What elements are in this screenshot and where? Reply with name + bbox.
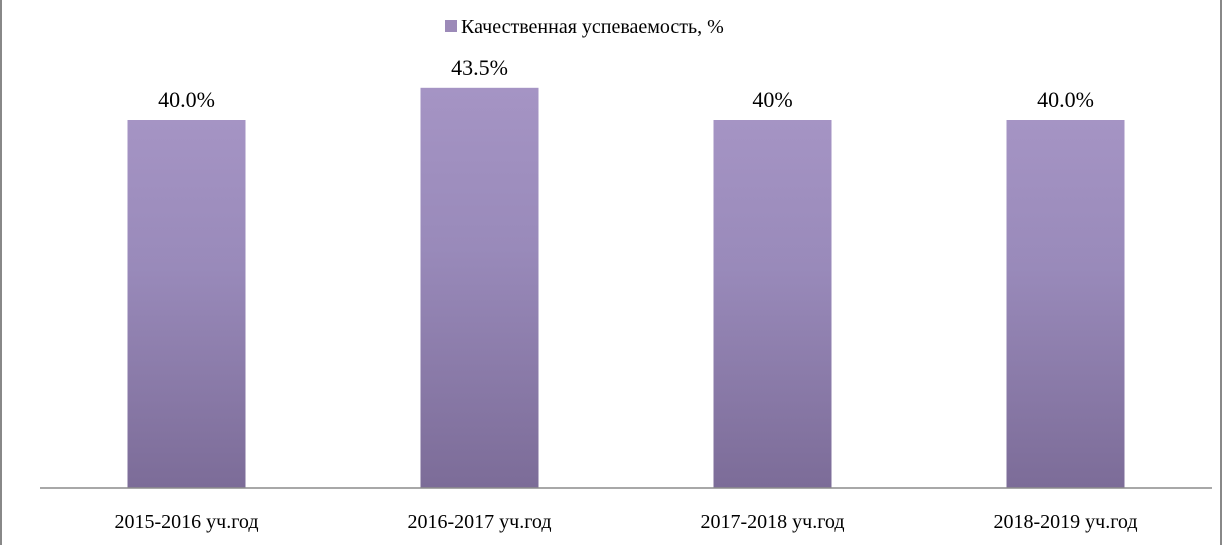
legend-swatch	[445, 20, 457, 32]
bar-2	[420, 87, 539, 489]
x-tick-label-3: 2017-2018 уч.год	[700, 511, 844, 533]
x-tick-label-2: 2016-2017 уч.год	[407, 511, 551, 533]
data-label-4: 40.0%	[1037, 87, 1094, 112]
bar-4	[1006, 120, 1125, 488]
bars-group	[127, 87, 1125, 489]
x-tick-label-1: 2015-2016 уч.год	[114, 511, 258, 533]
x-tick-labels-group: 2015-2016 уч.год 2016-2017 уч.год 2017-201…	[114, 511, 1137, 533]
data-labels-group: 40.0% 43.5% 40% 40.0%	[158, 55, 1094, 112]
data-label-1: 40.0%	[158, 87, 215, 112]
legend: Качественная успеваемость, %	[445, 16, 724, 38]
data-label-3: 40%	[752, 87, 792, 112]
bar-1	[127, 120, 246, 488]
data-label-2: 43.5%	[451, 55, 508, 80]
x-tick-label-4: 2018-2019 уч.год	[993, 511, 1137, 533]
bar-3	[713, 120, 832, 488]
legend-label: Качественная успеваемость, %	[461, 16, 724, 38]
